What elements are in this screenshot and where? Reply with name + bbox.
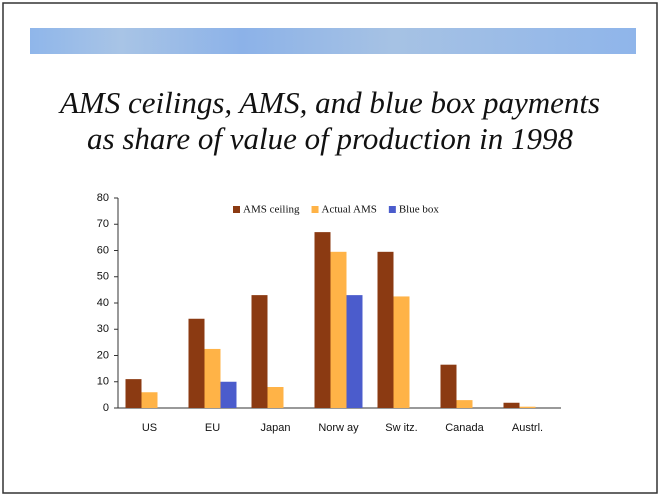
- x-tick-label: Norw ay: [318, 422, 359, 434]
- bar: [220, 381, 237, 408]
- legend-swatch: [388, 206, 396, 213]
- bar: [125, 379, 142, 408]
- chart-title: AMS ceilings, AMS, and blue box payments: [58, 85, 600, 120]
- x-tick-label: US: [142, 422, 157, 434]
- legend-label: Blue box: [399, 204, 440, 216]
- bar: [503, 402, 520, 408]
- bar: [141, 392, 158, 408]
- x-tick-label: Japan: [261, 422, 291, 434]
- bar: [251, 295, 268, 408]
- chart-subtitle: as share of value of production in 1998: [87, 121, 573, 156]
- y-tick-label: 80: [97, 192, 109, 204]
- bar: [314, 232, 331, 408]
- y-tick-label: 60: [97, 244, 109, 256]
- legend-label: AMS ceiling: [243, 204, 300, 216]
- bar: [519, 406, 536, 408]
- bar: [377, 251, 394, 408]
- x-tick-label: EU: [205, 422, 220, 434]
- y-tick-label: 30: [97, 323, 109, 335]
- legend-swatch: [233, 206, 240, 213]
- bar: [456, 400, 473, 408]
- y-tick-label: 50: [97, 271, 109, 283]
- legend-swatch: [311, 206, 319, 213]
- legend-label: Actual AMS: [322, 204, 377, 216]
- y-tick-label: 40: [97, 297, 109, 309]
- y-tick-label: 20: [97, 349, 109, 361]
- header-band: [30, 28, 636, 54]
- bar: [393, 296, 410, 408]
- bar: [330, 251, 347, 408]
- y-tick-label: 70: [97, 218, 109, 230]
- x-tick-label: Austrl.: [512, 422, 543, 434]
- bar: [267, 387, 284, 408]
- bar: [346, 295, 363, 408]
- x-tick-label: Sw itz.: [385, 422, 417, 434]
- y-tick-label: 10: [97, 376, 109, 388]
- bar: [204, 348, 221, 408]
- bar: [440, 364, 457, 408]
- bar: [188, 318, 205, 408]
- y-tick-label: 0: [103, 402, 109, 414]
- x-tick-label: Canada: [445, 422, 484, 434]
